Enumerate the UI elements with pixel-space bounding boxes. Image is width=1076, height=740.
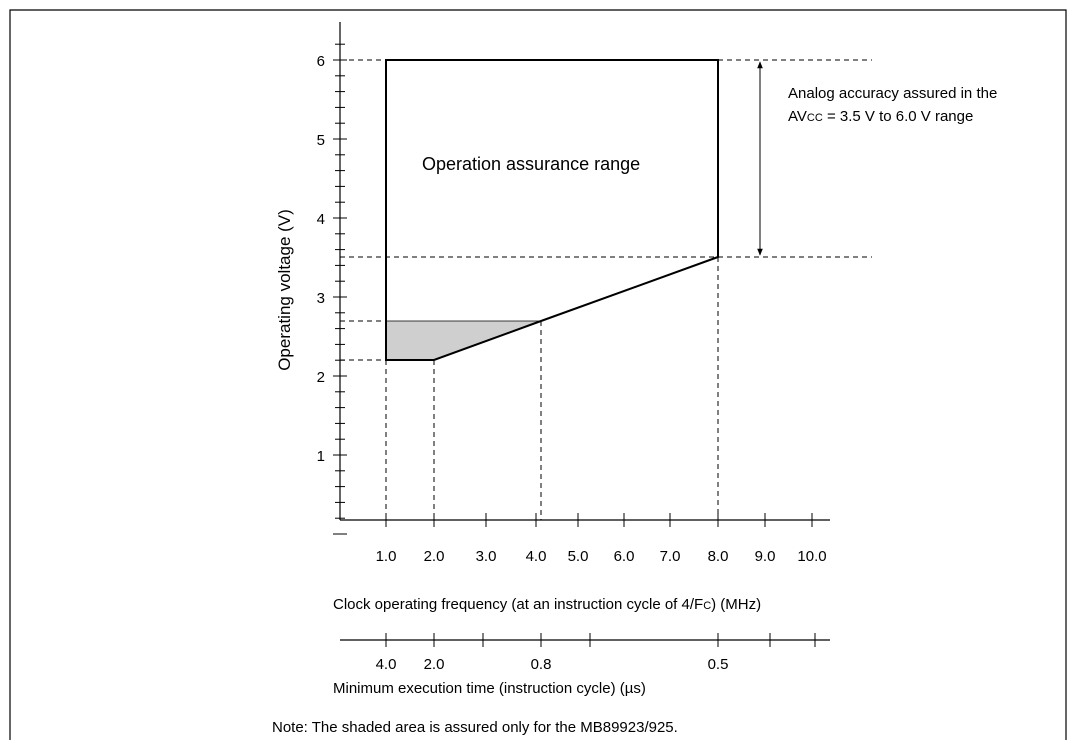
subscript: C — [703, 600, 711, 612]
y-tick-label: 6 — [317, 53, 325, 70]
x2-tick-label: 2.0 — [424, 656, 445, 673]
y-tick-label: 4 — [317, 211, 325, 228]
x-tick-label: 7.0 — [660, 548, 681, 565]
y-axis-label: Operating voltage (V) — [275, 209, 294, 371]
x-tick-label: 4.0 — [526, 548, 547, 565]
x2-tick-label: 0.5 — [708, 656, 729, 673]
y-tick-label: 1 — [317, 448, 325, 465]
assurance-region — [385, 59, 719, 361]
note: Note: The shaded area is assured only fo… — [272, 719, 678, 736]
text: = 3.5 V to 6.0 V range — [823, 108, 974, 125]
x-tick-label: 2.0 — [424, 548, 445, 565]
x-tick-label: 5.0 — [568, 548, 589, 565]
subscript: CC — [807, 112, 823, 124]
x-tick-label: 9.0 — [755, 548, 776, 565]
x-tick-label: 8.0 — [708, 548, 729, 565]
guide-lines — [340, 59, 872, 520]
annotation-line: Analog accuracy assured in the — [788, 85, 997, 102]
x2-tick-label: 4.0 — [376, 656, 397, 673]
x-axis2-title: Minimum execution time (instruction cycl… — [333, 680, 646, 697]
x-axis-title: Clock operating frequency (at an instruc… — [333, 596, 761, 613]
text: ) (MHz) — [711, 596, 761, 613]
annotation-line: AVCC = 3.5 V to 6.0 V range — [788, 108, 973, 125]
x-tick-label: 1.0 — [376, 548, 397, 565]
y-tick-label: 3 — [317, 290, 325, 307]
shaded-area — [385, 320, 542, 361]
y-tick-label: 2 — [317, 369, 325, 386]
text: Clock operating frequency (at an instruc… — [333, 596, 703, 613]
text: AV — [788, 108, 807, 125]
x-tick-label: 10.0 — [797, 548, 826, 565]
x-tick-label: 3.0 — [476, 548, 497, 565]
region-label: Operation assurance range — [422, 154, 640, 174]
x2-tick-label: 0.8 — [531, 656, 552, 673]
frame — [9, 9, 1067, 740]
x-tick-label: 6.0 — [614, 548, 635, 565]
axes — [339, 22, 830, 641]
y-tick-label: 5 — [317, 132, 325, 149]
